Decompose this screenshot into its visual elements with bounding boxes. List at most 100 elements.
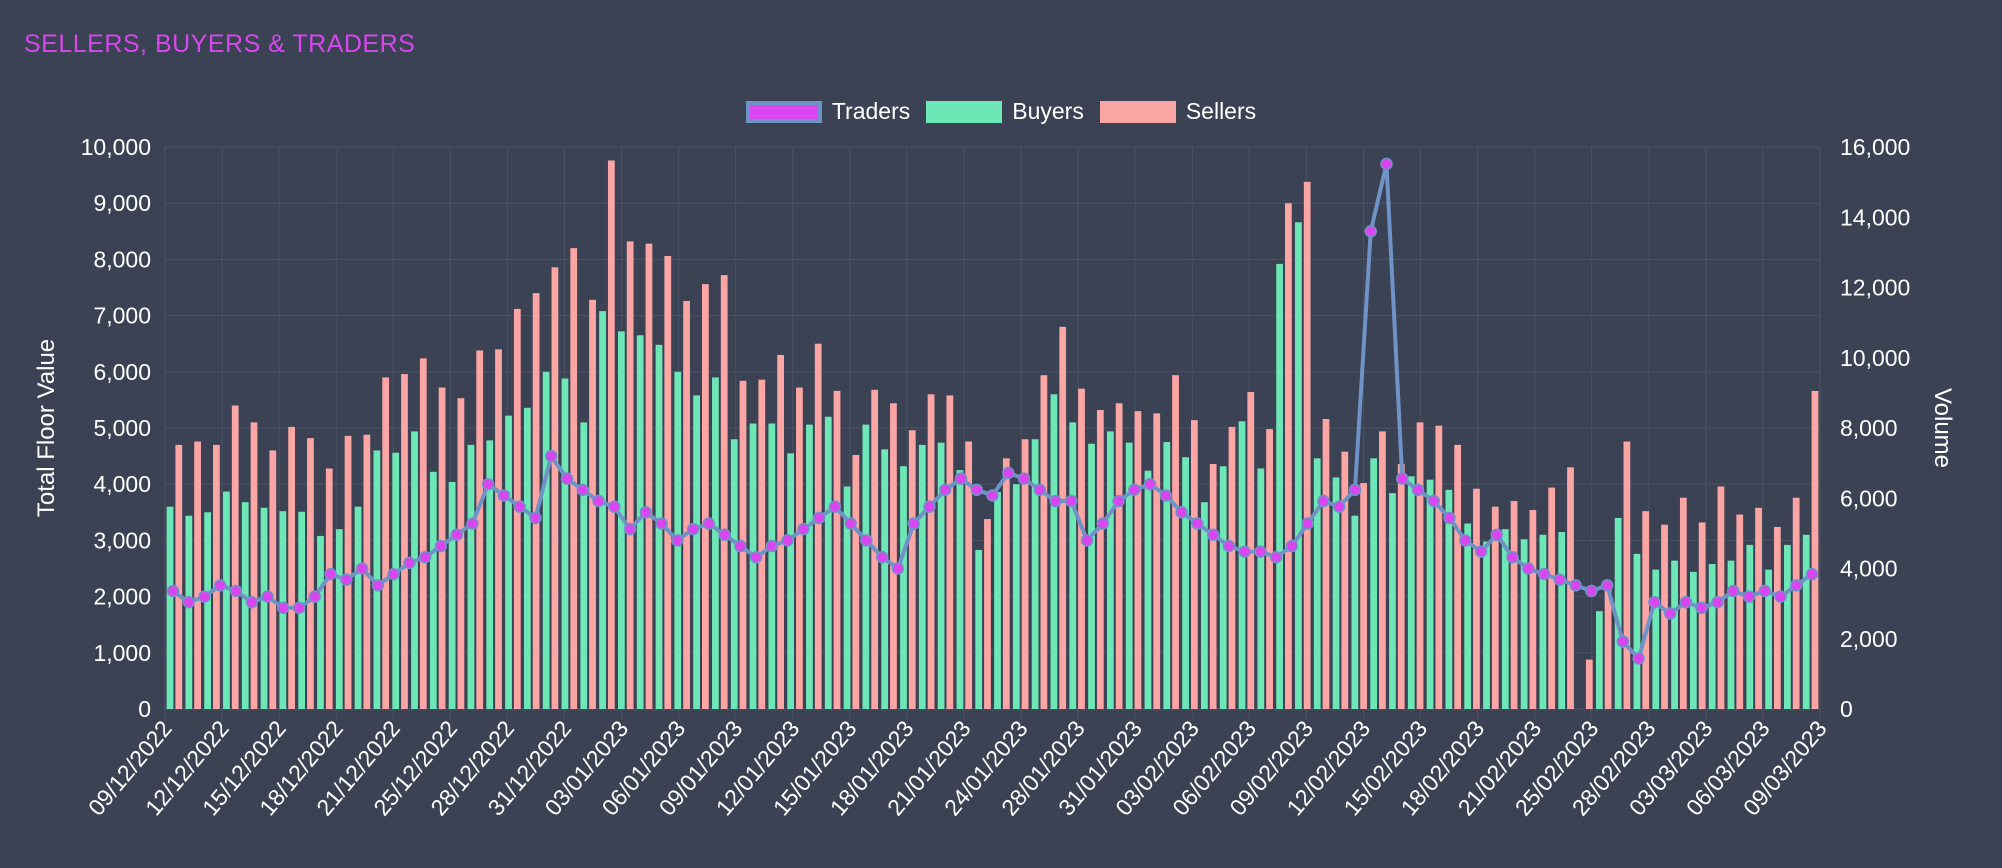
sellers-bar xyxy=(476,350,484,709)
buyers-bar xyxy=(636,335,644,709)
buyers-bar xyxy=(1671,560,1678,709)
traders-point xyxy=(560,472,574,485)
sellers-bar xyxy=(1059,326,1067,709)
buyers-bar xyxy=(1332,477,1340,709)
traders-point xyxy=(355,562,369,575)
y2-tick-label: 12,000 xyxy=(1840,275,1910,301)
buyers-bar xyxy=(486,440,494,709)
y-tick-label: 4,000 xyxy=(93,471,151,497)
buyers-bar xyxy=(1765,569,1772,709)
traders-point xyxy=(214,579,227,592)
buyers-bar xyxy=(1464,523,1472,709)
traders-point xyxy=(860,534,873,547)
sellers-bar xyxy=(626,241,634,709)
sellers-bar xyxy=(1303,181,1311,709)
buyers-bar xyxy=(1031,439,1039,709)
traders-point xyxy=(781,534,794,547)
traders-point xyxy=(1569,579,1582,592)
sellers-bar xyxy=(589,299,596,709)
sellers-bar xyxy=(607,160,615,709)
sellers-bar xyxy=(1153,413,1161,709)
sellers-bar xyxy=(401,374,408,709)
buyers-bar xyxy=(1050,394,1058,709)
sellers-bar xyxy=(288,426,296,709)
sellers-bar xyxy=(1021,439,1029,709)
legend-item-sellers[interactable]: Sellers xyxy=(1099,98,1257,125)
traders-point xyxy=(166,584,180,598)
traders-point xyxy=(1679,595,1693,609)
legend-label-sellers: Sellers xyxy=(1185,98,1257,124)
traders-point xyxy=(923,500,936,513)
traders-point xyxy=(891,562,905,575)
traders-point xyxy=(1128,483,1141,497)
sellers-bar xyxy=(307,438,314,709)
buyers-bar xyxy=(1746,544,1754,709)
traders-point xyxy=(1380,157,1393,171)
sellers-bar xyxy=(325,468,333,709)
buyers-bar xyxy=(1445,489,1453,709)
traders-point xyxy=(229,584,243,598)
traders-point xyxy=(529,511,542,525)
traders-point xyxy=(292,601,306,615)
traders-point xyxy=(450,528,463,542)
sellers-bar xyxy=(1529,510,1537,709)
traders-point xyxy=(1506,551,1519,564)
traders-point xyxy=(718,528,731,542)
sellers-bar xyxy=(1115,403,1123,709)
traders-point xyxy=(340,573,353,586)
sellers-bar xyxy=(1661,524,1668,709)
traders-point xyxy=(812,511,826,525)
traders-line xyxy=(171,161,1814,661)
traders-point xyxy=(1017,472,1031,485)
traders-point xyxy=(1443,511,1456,525)
sellers-bar xyxy=(1642,511,1650,709)
traders-point xyxy=(1553,573,1567,586)
legend-swatch-sellers xyxy=(1099,100,1176,123)
legend-swatch-traders xyxy=(745,100,822,123)
buyers-bar xyxy=(260,507,268,709)
buyers-bar xyxy=(1163,442,1171,709)
traders-point xyxy=(828,500,842,513)
buyers-bar xyxy=(505,415,512,709)
traders-point xyxy=(434,539,448,553)
sellers-bar xyxy=(1623,441,1631,709)
traders-point xyxy=(986,489,999,502)
y2-tick-label: 0 xyxy=(1840,696,1853,722)
traders-point xyxy=(970,483,983,497)
traders-point xyxy=(1711,595,1724,609)
traders-point xyxy=(466,517,479,530)
buyers-bar xyxy=(1144,470,1152,709)
traders-point xyxy=(1269,551,1283,564)
sellers-bar xyxy=(1736,514,1744,709)
traders-point xyxy=(1238,545,1251,558)
sellers-bar xyxy=(1755,507,1762,709)
buyers-bar xyxy=(580,422,588,709)
buyers-bar xyxy=(1727,560,1735,709)
buyers-bar xyxy=(712,377,719,709)
sellers-bar xyxy=(1585,659,1593,709)
legend-item-traders[interactable]: Traders xyxy=(745,98,910,125)
traders-point xyxy=(481,477,495,491)
sellers-bar xyxy=(852,454,860,709)
legend-item-buyers[interactable]: Buyers xyxy=(926,98,1084,125)
buyers-bar xyxy=(1069,422,1077,709)
buyers-bar xyxy=(1802,534,1810,709)
y-tick-label: 7,000 xyxy=(93,303,151,329)
buyers-bar xyxy=(241,502,249,709)
y-tick-label: 2,000 xyxy=(93,584,151,610)
sellers-bar xyxy=(194,441,201,709)
sellers-bar xyxy=(1548,487,1556,709)
legend-swatch-buyers xyxy=(926,100,1003,123)
sellers-bar xyxy=(1435,425,1443,709)
buyers-bar xyxy=(1614,517,1622,709)
y-tick-label: 9,000 xyxy=(93,190,151,216)
buyers-bar xyxy=(1689,571,1697,709)
traders-point xyxy=(907,517,920,530)
buyers-bar xyxy=(1125,442,1133,709)
traders-point xyxy=(1537,567,1551,581)
sellers-bar xyxy=(927,394,935,709)
buyers-bar xyxy=(1483,541,1490,709)
buyers-bar xyxy=(730,439,738,709)
legend-label-buyers: Buyers xyxy=(1012,98,1084,124)
